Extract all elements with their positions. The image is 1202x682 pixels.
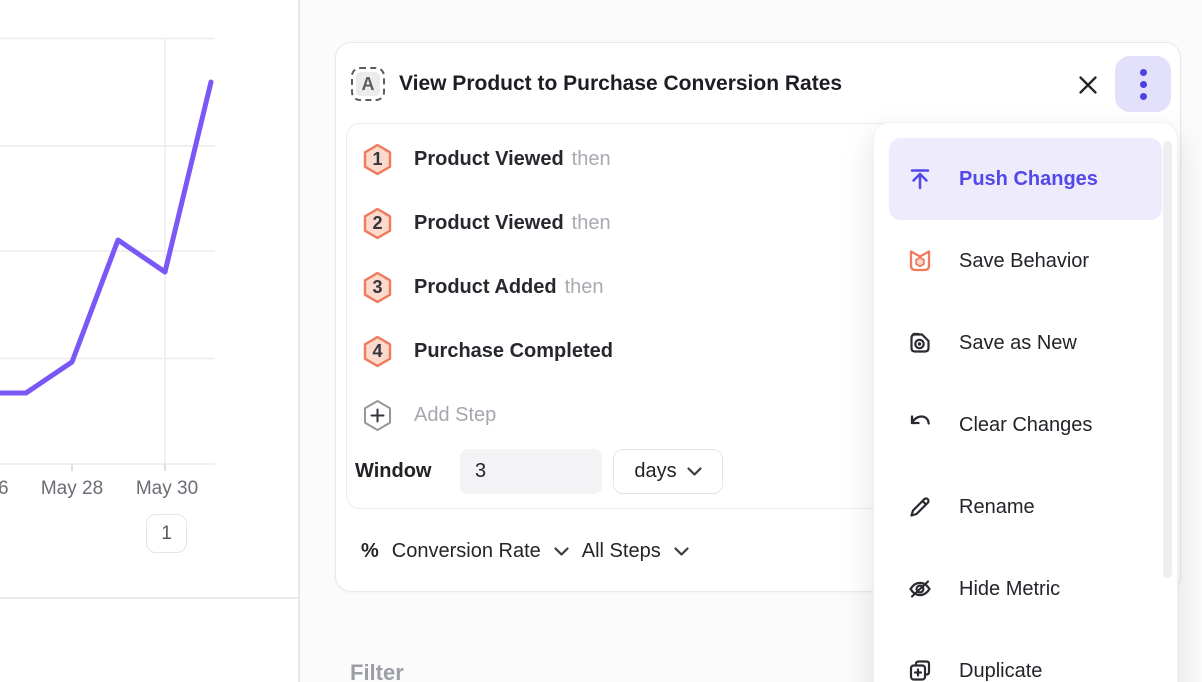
menu-item-label: Hide Metric bbox=[959, 577, 1061, 600]
add-step-label: Add Step bbox=[414, 403, 497, 426]
step-number-badge: 2 bbox=[362, 207, 393, 240]
conversion-window-row: Window days bbox=[347, 449, 1171, 494]
menu-scrollbar-thumb[interactable] bbox=[1163, 141, 1172, 578]
panel-divider bbox=[298, 0, 300, 682]
save-behavior-icon bbox=[907, 248, 933, 274]
push-changes-icon bbox=[907, 166, 933, 192]
menu-item-label: Rename bbox=[959, 495, 1035, 518]
pagination-page-button[interactable]: 1 bbox=[146, 514, 187, 553]
menu-item-label: Clear Changes bbox=[959, 413, 1093, 436]
x-axis-ticks bbox=[71, 464, 166, 471]
line-chart bbox=[0, 37, 215, 471]
step-number-badge: 3 bbox=[362, 271, 393, 304]
chevron-down-icon[interactable] bbox=[554, 547, 569, 556]
add-step-row[interactable]: Add Step bbox=[347, 383, 1171, 447]
close-button[interactable] bbox=[1074, 71, 1102, 99]
menu-item-duplicate[interactable]: Duplicate bbox=[889, 630, 1162, 682]
x-axis-label: 6 bbox=[0, 478, 9, 499]
add-step-icon bbox=[362, 399, 393, 432]
menu-item-save-as-new[interactable]: Save as New bbox=[889, 302, 1162, 384]
menu-item-label: Duplicate bbox=[959, 659, 1043, 682]
menu-item-hide-metric[interactable]: Hide Metric bbox=[889, 548, 1162, 630]
funnel-step-row[interactable]: 4 Purchase Completed bbox=[347, 319, 1171, 383]
menu-item-rename[interactable]: Rename bbox=[889, 466, 1162, 548]
metric-type-dropdown[interactable]: Conversion Rate bbox=[391, 540, 541, 562]
eye-off-icon bbox=[907, 576, 933, 602]
step-event-name[interactable]: Product Added bbox=[414, 275, 557, 298]
metric-series-badge[interactable]: A bbox=[351, 67, 385, 101]
step-number-badge: 4 bbox=[362, 335, 393, 368]
window-unit-value: days bbox=[634, 460, 677, 482]
funnel-step-row[interactable]: 3 Product Added then bbox=[347, 255, 1171, 319]
funnel-step-row[interactable]: 2 Product Viewed then bbox=[347, 191, 1171, 255]
percent-icon: % bbox=[361, 540, 379, 562]
step-connector-label: then bbox=[571, 211, 611, 234]
step-event-name[interactable]: Purchase Completed bbox=[414, 339, 613, 362]
menu-item-label: Push Changes bbox=[959, 167, 1098, 190]
window-unit-select[interactable]: days bbox=[613, 449, 723, 494]
kebab-icon bbox=[1139, 80, 1147, 88]
undo-icon bbox=[907, 412, 933, 438]
step-connector-label: then bbox=[571, 147, 611, 170]
metric-series-badge-letter: A bbox=[356, 72, 380, 96]
x-axis-label: May 30 bbox=[135, 478, 199, 499]
x-axis-label: May 28 bbox=[40, 478, 104, 499]
section-divider bbox=[0, 597, 298, 599]
chart-card: 6 May 28 May 30 1 bbox=[0, 0, 298, 682]
steps-scope-dropdown[interactable]: All Steps bbox=[581, 540, 661, 562]
step-event-name[interactable]: Product Viewed bbox=[414, 211, 564, 234]
save-as-new-icon bbox=[907, 330, 933, 356]
step-event-name[interactable]: Product Viewed bbox=[414, 147, 564, 170]
chevron-down-icon bbox=[687, 467, 702, 476]
chevron-down-icon[interactable] bbox=[674, 547, 689, 556]
metric-options-menu: Push Changes Save Behavior bbox=[873, 122, 1178, 682]
more-options-button[interactable] bbox=[1115, 56, 1171, 112]
duplicate-icon bbox=[907, 658, 933, 682]
menu-item-save-behavior[interactable]: Save Behavior bbox=[889, 220, 1162, 302]
close-icon bbox=[1079, 76, 1097, 94]
menu-item-label: Save Behavior bbox=[959, 249, 1090, 272]
menu-item-clear-changes[interactable]: Clear Changes bbox=[889, 384, 1162, 466]
menu-item-push-changes[interactable]: Push Changes bbox=[889, 138, 1162, 220]
step-number-badge: 1 bbox=[362, 143, 393, 176]
filter-section-heading: Filter bbox=[350, 660, 404, 682]
metric-config-row: % Conversion Rate All Steps bbox=[361, 540, 689, 563]
kebab-icon bbox=[1139, 92, 1147, 100]
chart-line-series bbox=[0, 79, 214, 396]
step-connector-label: then bbox=[564, 275, 604, 298]
funnel-step-row[interactable]: 1 Product Viewed then bbox=[347, 127, 1171, 191]
pencil-icon bbox=[907, 494, 933, 520]
window-value-input[interactable] bbox=[460, 449, 602, 494]
kebab-icon bbox=[1139, 68, 1147, 76]
metric-title: View Product to Purchase Conversion Rate… bbox=[399, 72, 843, 95]
menu-item-label: Save as New bbox=[959, 331, 1077, 354]
window-label: Window bbox=[355, 460, 432, 482]
